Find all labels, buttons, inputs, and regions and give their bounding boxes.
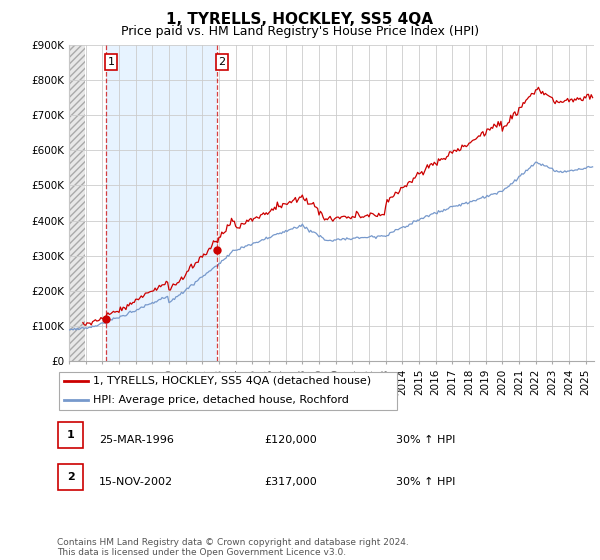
Bar [69,45,85,361]
FancyBboxPatch shape [58,464,83,490]
Text: 30% ↑ HPI: 30% ↑ HPI [396,477,455,487]
Text: 1: 1 [107,57,115,67]
Text: 1: 1 [67,430,74,440]
Text: 2: 2 [67,472,74,482]
Text: 15-NOV-2002: 15-NOV-2002 [99,477,173,487]
FancyBboxPatch shape [59,372,397,409]
Text: 1, TYRELLS, HOCKLEY, SS5 4QA: 1, TYRELLS, HOCKLEY, SS5 4QA [167,12,433,27]
Text: 1, TYRELLS, HOCKLEY, SS5 4QA (detached house): 1, TYRELLS, HOCKLEY, SS5 4QA (detached h… [93,376,371,386]
Text: £120,000: £120,000 [264,435,317,445]
FancyBboxPatch shape [58,422,83,448]
Bar [106,45,217,361]
Text: 2: 2 [218,57,226,67]
Text: £317,000: £317,000 [264,477,317,487]
Text: 30% ↑ HPI: 30% ↑ HPI [396,435,455,445]
Text: 25-MAR-1996: 25-MAR-1996 [99,435,174,445]
Text: Price paid vs. HM Land Registry's House Price Index (HPI): Price paid vs. HM Land Registry's House … [121,25,479,38]
Text: Contains HM Land Registry data © Crown copyright and database right 2024.
This d: Contains HM Land Registry data © Crown c… [57,538,409,557]
Text: HPI: Average price, detached house, Rochford: HPI: Average price, detached house, Roch… [93,395,349,405]
